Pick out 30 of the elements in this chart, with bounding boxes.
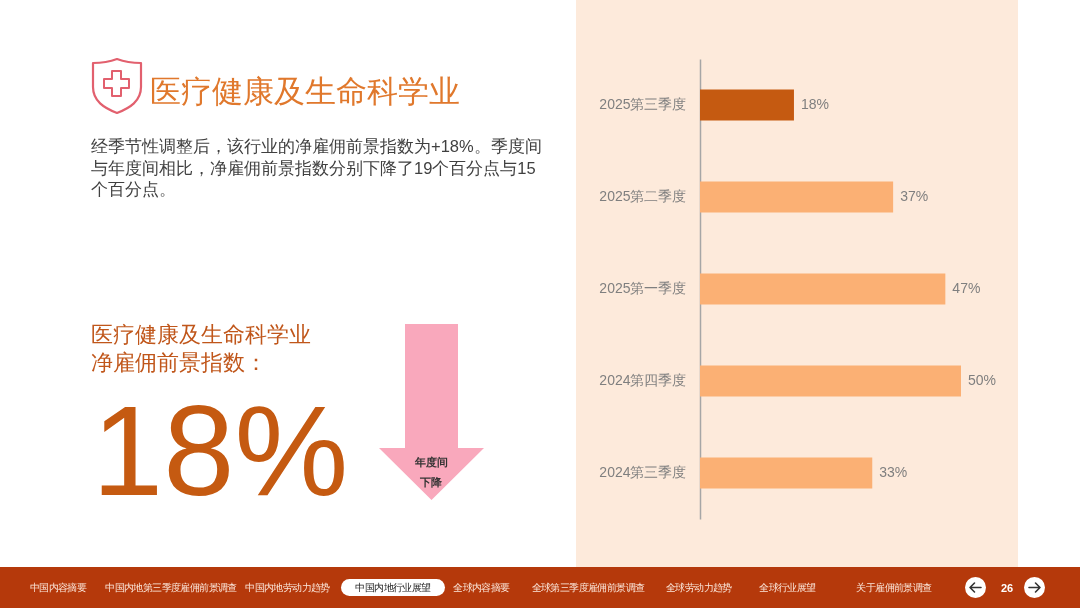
y-tick-label: 2024第三季度 xyxy=(599,464,687,480)
text: 全球行业展望 xyxy=(759,581,816,594)
text: 中国内地劳动力趋势 xyxy=(245,581,330,594)
text: 关于雇佣前景调查 xyxy=(856,581,932,594)
text: 中国内容摘要 xyxy=(29,581,87,594)
text: 医疗健康及生命科学业净雇佣前景指数： xyxy=(91,321,312,377)
y-tick-label: 2025第二季度 xyxy=(599,188,687,204)
y-tick-label: 2024第四季度 xyxy=(599,372,687,388)
bar xyxy=(700,181,894,213)
text: 18% xyxy=(92,379,349,522)
text: 年度间下降 xyxy=(414,455,448,490)
text: 全球第三季度雇佣前景调查 xyxy=(531,581,645,594)
data-label: 50% xyxy=(968,372,997,388)
text: 全球内容摘要 xyxy=(453,581,510,594)
text: 中国内地行业展望 xyxy=(355,581,431,594)
data-label: 37% xyxy=(900,188,929,204)
data-label: 33% xyxy=(879,464,908,480)
bar xyxy=(700,457,873,489)
bar xyxy=(700,273,946,305)
bar xyxy=(700,89,794,121)
text: 中国内地第三季度雇佣前景调查 xyxy=(105,581,237,594)
y-tick-label: 2025第一季度 xyxy=(599,280,687,296)
text: 经季节性调整后，该行业的净雇佣前景指数为+18%。季度间与年度间相比，净雇佣前景指数分别下降了19个百分点与15个百分点。 xyxy=(91,136,543,200)
bar xyxy=(700,365,961,397)
y-tick-label: 2025第三季度 xyxy=(599,96,687,112)
data-label: 18% xyxy=(800,96,829,112)
text: 医疗健康及生命科学业 xyxy=(150,74,460,110)
text: 26 xyxy=(1000,581,1014,594)
data-label: 47% xyxy=(952,280,981,296)
text: 全球劳动力趋势 xyxy=(666,581,732,594)
